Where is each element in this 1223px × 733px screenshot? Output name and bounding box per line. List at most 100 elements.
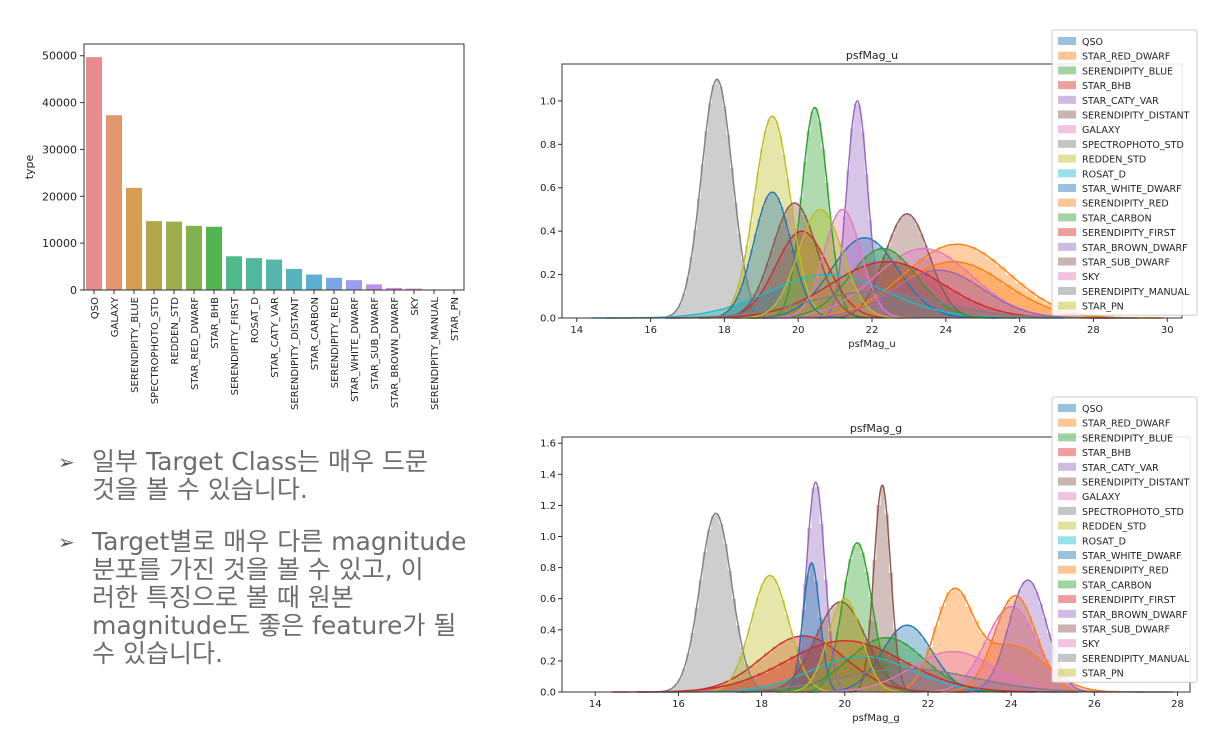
legend-label: STAR_WHITE_DWARF [1082, 551, 1182, 562]
legend-label: SERENDIPITY_BLUE [1082, 66, 1173, 77]
legend-swatch [1058, 95, 1076, 104]
legend-swatch [1058, 286, 1076, 295]
x-tick-label: SERENDIPITY_BLUE [130, 297, 141, 393]
y-tick-label: 1.2 [540, 501, 556, 512]
legend-label: STAR_BHB [1082, 81, 1131, 92]
legend-label: QSO [1082, 37, 1103, 48]
legend-label: ROSAT_D [1082, 536, 1126, 547]
histogram-area [719, 231, 885, 318]
x-tick-label: SERENDIPITY_DISTANT [290, 296, 301, 410]
legend-swatch [1058, 154, 1076, 163]
histogram-area [819, 651, 1086, 692]
x-tick-label: GALAXY [110, 296, 121, 337]
x-tick-label: ROSAT_D [250, 297, 261, 344]
legend-label: STAR_BROWN_DWARF [1082, 610, 1188, 621]
bar [206, 226, 222, 290]
x-axis-label: psfMag_u [848, 339, 896, 350]
histogram-area [766, 637, 1007, 692]
legend-swatch [1058, 184, 1076, 192]
legend-label: STAR_CARBON [1082, 213, 1152, 224]
legend-label: SERENDIPITY_DISTANT [1082, 478, 1190, 489]
x-tick-label: 14 [570, 325, 583, 336]
legend-swatch [1058, 81, 1076, 90]
legend-label: SERENDIPITY_FIRST [1082, 595, 1176, 606]
x-tick-label: REDDEN_STD [170, 297, 181, 365]
kde-line [750, 247, 1016, 319]
kde-line [731, 208, 909, 319]
arrow-bullet-icon: ➢ [58, 450, 75, 474]
legend-label: STAR_CARBON [1082, 580, 1152, 591]
legend-label: STAR_BHB [1082, 448, 1131, 459]
kde-line [652, 512, 780, 693]
legend-label: SERENDIPITY_MANUAL [1082, 287, 1190, 298]
bullet-item: ➢ 일부 Target Class는 매우 드문 것을 볼 수 있습니다. [58, 448, 498, 504]
bar [266, 259, 282, 290]
bar [186, 225, 202, 290]
kde-line [655, 78, 779, 319]
bar [346, 280, 362, 290]
legend-swatch [1058, 51, 1076, 60]
x-tick-label: SERENDIPITY_FIRST [230, 296, 241, 395]
kde-line [698, 191, 847, 319]
histogram-area [948, 596, 1082, 692]
x-tick-label: 22 [922, 699, 935, 710]
y-tick-label: 50000 [42, 50, 77, 63]
legend-label: STAR_PN [1082, 302, 1124, 313]
x-tick-label: 26 [1088, 699, 1101, 710]
legend-swatch [1058, 580, 1076, 589]
legend-label: QSO [1082, 404, 1103, 415]
legend-swatch [1058, 653, 1076, 662]
kde-line [815, 99, 899, 319]
histogram-area [786, 486, 845, 692]
legend-swatch [1058, 257, 1076, 266]
histogram-area [667, 79, 767, 318]
x-tick-label: 28 [1171, 699, 1184, 710]
y-tick-label: 30000 [42, 143, 77, 156]
legend-swatch [1058, 521, 1076, 530]
y-tick-label: 0.4 [540, 227, 556, 238]
kde-line [849, 484, 916, 693]
legend-label: SERENDIPITY_BLUE [1082, 433, 1173, 444]
bullet-list: ➢ 일부 Target Class는 매우 드문 것을 볼 수 있습니다. ➢ … [58, 448, 498, 692]
legend-label: SKY [1082, 639, 1100, 650]
x-tick-label: 20 [838, 699, 851, 710]
legend-label: SKY [1082, 272, 1100, 283]
bar [166, 221, 182, 290]
x-tick-label: STAR_CARBON [310, 297, 321, 370]
legend-label: SPECTROPHOTO_STD [1082, 507, 1184, 518]
legend-swatch [1058, 595, 1076, 604]
y-axis-label: type [23, 154, 36, 179]
bar [386, 287, 402, 290]
legend-label: REDDEN_STD [1082, 155, 1146, 166]
kde-line [932, 594, 1099, 693]
bar [286, 268, 302, 290]
kde-line [606, 291, 1138, 319]
legend-swatch [1058, 639, 1076, 648]
histogram-area [824, 103, 891, 318]
x-tick-label: STAR_WHITE_DWARF [350, 297, 361, 402]
x-tick-label: STAR_SUB_DWARF [370, 297, 381, 390]
legend-swatch [1058, 565, 1076, 574]
bar [126, 187, 142, 290]
plot-frame [83, 43, 465, 291]
y-tick-label: 0.0 [540, 314, 556, 325]
legend-label: GALAXY [1082, 125, 1120, 136]
bar [106, 115, 122, 290]
kde-line [768, 208, 917, 319]
legend-swatch [1058, 66, 1076, 75]
kde-line [695, 574, 845, 693]
legend-swatch [1058, 506, 1076, 515]
legend-swatch [1058, 609, 1076, 618]
x-tick-label: 18 [718, 325, 731, 336]
legend-swatch [1058, 242, 1076, 251]
histogram-area [665, 513, 767, 692]
x-tick-label: STAR_BROWN_DWARF [390, 297, 401, 408]
kde-line [701, 115, 844, 319]
x-axis-label: psfMag_g [852, 713, 900, 724]
legend-label: SERENDIPITY_MANUAL [1082, 654, 1190, 665]
bullet-item: ➢ Target별로 매우 다른 magnitude 분포를 가진 것을 볼 수… [58, 528, 498, 668]
legend-box [1051, 396, 1198, 683]
legend-swatch [1058, 492, 1076, 501]
kde-line [641, 667, 1174, 693]
kde-line [778, 597, 912, 693]
